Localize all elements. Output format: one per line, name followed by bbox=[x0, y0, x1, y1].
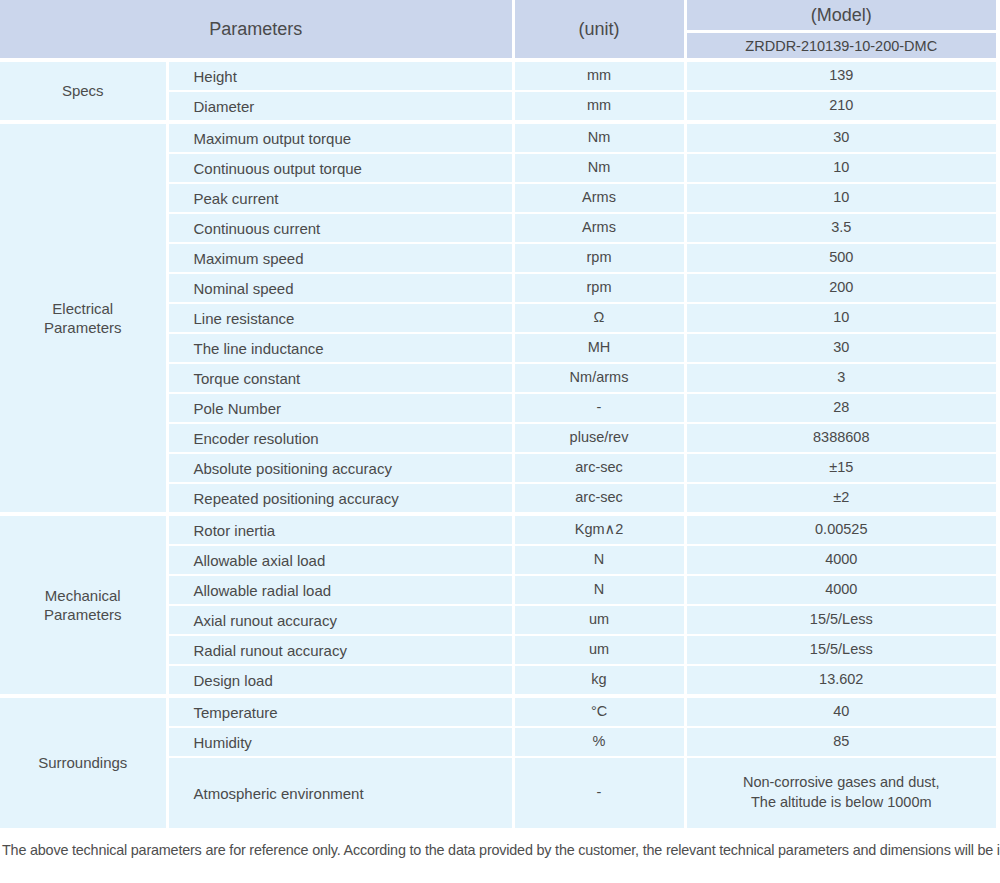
param-cell: Pole Number bbox=[167, 393, 513, 423]
param-cell: Continuous output torque bbox=[167, 153, 513, 183]
header-unit: (unit) bbox=[513, 0, 685, 60]
table-row: SurroundingsTemperature°C40 bbox=[0, 696, 996, 727]
param-cell: Peak current bbox=[167, 183, 513, 213]
header-parameters: Parameters bbox=[0, 0, 513, 60]
value-cell: 28 bbox=[685, 393, 996, 423]
unit-cell: Arms bbox=[513, 213, 685, 243]
param-cell: Diameter bbox=[167, 91, 513, 122]
value-cell: 200 bbox=[685, 273, 996, 303]
unit-cell: um bbox=[513, 635, 685, 665]
table-body: SpecsHeightmm139Diametermm210Electrical … bbox=[0, 60, 996, 830]
value-cell: 139 bbox=[685, 60, 996, 91]
value-cell: 210 bbox=[685, 91, 996, 122]
unit-cell: Nm bbox=[513, 153, 685, 183]
param-cell: The line inductance bbox=[167, 333, 513, 363]
value-cell: 3.5 bbox=[685, 213, 996, 243]
group-cell-surroundings: Surroundings bbox=[0, 696, 167, 830]
param-cell: Height bbox=[167, 60, 513, 91]
value-cell: 3 bbox=[685, 363, 996, 393]
value-cell: ±15 bbox=[685, 453, 996, 483]
unit-cell: rpm bbox=[513, 243, 685, 273]
table-row: Mechanical ParametersRotor inertiaKgm∧20… bbox=[0, 514, 996, 545]
unit-cell: % bbox=[513, 727, 685, 757]
value-cell: 85 bbox=[685, 727, 996, 757]
param-cell: Continuous current bbox=[167, 213, 513, 243]
value-cell: 4000 bbox=[685, 545, 996, 575]
value-cell: 15/5/Less bbox=[685, 605, 996, 635]
value-cell: 8388608 bbox=[685, 423, 996, 453]
unit-cell: - bbox=[513, 393, 685, 423]
unit-cell: mm bbox=[513, 60, 685, 91]
param-cell: Rotor inertia bbox=[167, 514, 513, 545]
param-cell: Design load bbox=[167, 665, 513, 696]
unit-cell: pluse/rev bbox=[513, 423, 685, 453]
param-cell: Radial runout accuracy bbox=[167, 635, 513, 665]
param-cell: Humidity bbox=[167, 727, 513, 757]
table-row: SpecsHeightmm139 bbox=[0, 60, 996, 91]
unit-cell: - bbox=[513, 757, 685, 830]
unit-cell: Ω bbox=[513, 303, 685, 333]
unit-cell: mm bbox=[513, 91, 685, 122]
unit-cell: arc-sec bbox=[513, 483, 685, 514]
value-cell: ±2 bbox=[685, 483, 996, 514]
group-cell-mechanical-parameters: Mechanical Parameters bbox=[0, 514, 167, 696]
header-row-1: Parameters (unit) (Model) bbox=[0, 0, 996, 32]
value-cell: 10 bbox=[685, 153, 996, 183]
unit-cell: arc-sec bbox=[513, 453, 685, 483]
unit-cell: Kgm∧2 bbox=[513, 514, 685, 545]
unit-cell: rpm bbox=[513, 273, 685, 303]
group-cell-electrical-parameters: Electrical Parameters bbox=[0, 122, 167, 514]
unit-cell: N bbox=[513, 545, 685, 575]
param-cell: Encoder resolution bbox=[167, 423, 513, 453]
unit-cell: Nm bbox=[513, 122, 685, 153]
unit-cell: kg bbox=[513, 665, 685, 696]
param-cell: Absolute positioning accuracy bbox=[167, 453, 513, 483]
footnote: The above technical parameters are for r… bbox=[2, 842, 1000, 858]
param-cell: Maximum output torque bbox=[167, 122, 513, 153]
unit-cell: MH bbox=[513, 333, 685, 363]
spec-sheet-page: Parameters (unit) (Model) ZRDDR-210139-1… bbox=[0, 0, 1000, 883]
param-cell: Temperature bbox=[167, 696, 513, 727]
param-cell: Line resistance bbox=[167, 303, 513, 333]
param-cell: Allowable axial load bbox=[167, 545, 513, 575]
param-cell: Atmospheric environment bbox=[167, 757, 513, 830]
header-model: (Model) bbox=[685, 0, 996, 32]
group-cell-specs: Specs bbox=[0, 60, 167, 122]
value-cell: 500 bbox=[685, 243, 996, 273]
unit-cell: N bbox=[513, 575, 685, 605]
value-cell: 10 bbox=[685, 303, 996, 333]
spec-table: Parameters (unit) (Model) ZRDDR-210139-1… bbox=[0, 0, 996, 832]
value-cell: 30 bbox=[685, 333, 996, 363]
param-cell: Nominal speed bbox=[167, 273, 513, 303]
value-cell: 10 bbox=[685, 183, 996, 213]
unit-cell: °C bbox=[513, 696, 685, 727]
value-cell: 4000 bbox=[685, 575, 996, 605]
table-header: Parameters (unit) (Model) ZRDDR-210139-1… bbox=[0, 0, 996, 60]
value-cell: 13.602 bbox=[685, 665, 996, 696]
header-model-number: ZRDDR-210139-10-200-DMC bbox=[685, 32, 996, 61]
param-cell: Axial runout accuracy bbox=[167, 605, 513, 635]
param-cell: Allowable radial load bbox=[167, 575, 513, 605]
value-cell: 40 bbox=[685, 696, 996, 727]
value-cell: 15/5/Less bbox=[685, 635, 996, 665]
param-cell: Maximum speed bbox=[167, 243, 513, 273]
table-row: Electrical ParametersMaximum output torq… bbox=[0, 122, 996, 153]
unit-cell: Arms bbox=[513, 183, 685, 213]
unit-cell: Nm/arms bbox=[513, 363, 685, 393]
param-cell: Torque constant bbox=[167, 363, 513, 393]
param-cell: Repeated positioning accuracy bbox=[167, 483, 513, 514]
value-cell: Non-corrosive gases and dust, The altitu… bbox=[685, 757, 996, 830]
value-cell: 0.00525 bbox=[685, 514, 996, 545]
unit-cell: um bbox=[513, 605, 685, 635]
value-cell: 30 bbox=[685, 122, 996, 153]
